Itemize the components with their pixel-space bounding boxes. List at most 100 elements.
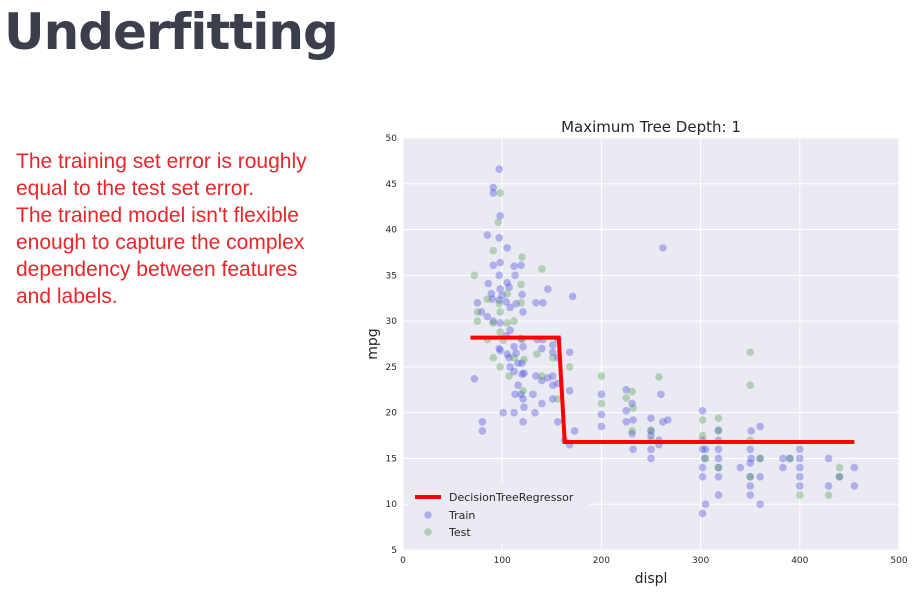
train-point: [502, 298, 510, 306]
legend-train-swatch: [424, 511, 432, 519]
test-point: [597, 372, 606, 380]
train-point: [478, 427, 487, 435]
train-point: [496, 212, 505, 220]
test-point: [701, 454, 710, 463]
body-line: The trained model isn't flexible: [16, 204, 299, 227]
train-point: [756, 422, 764, 431]
test-point: [824, 491, 833, 499]
test-point: [494, 218, 503, 227]
test-point: [503, 289, 511, 298]
test-point: [533, 350, 541, 358]
test-point: [746, 472, 754, 481]
test-point: [517, 280, 525, 289]
legend-box: [409, 484, 589, 544]
train-point: [510, 262, 518, 270]
train-point: [714, 491, 723, 499]
train-point: [506, 326, 514, 335]
train-point: [701, 445, 710, 454]
body-line: The training set error is roughly: [16, 150, 307, 173]
body-text: The training set error is roughly equal …: [16, 148, 366, 310]
train-point: [597, 422, 606, 431]
train-point: [511, 271, 519, 280]
train-point: [483, 312, 492, 321]
train-point: [597, 390, 606, 399]
y-tick-label: 45: [386, 180, 397, 190]
train-point: [496, 258, 505, 267]
train-point: [629, 416, 637, 424]
train-point: [622, 418, 630, 426]
y-tick-label: 30: [386, 317, 398, 327]
slide-title: Underfitting: [4, 3, 339, 61]
train-point: [519, 342, 527, 351]
train-point: [532, 372, 540, 380]
test-point: [496, 308, 505, 316]
train-point: [548, 381, 557, 390]
train-point: [824, 482, 833, 490]
train-point: [701, 500, 710, 509]
train-point: [489, 317, 498, 325]
test-point: [835, 463, 844, 472]
train-point: [532, 299, 540, 307]
train-point: [548, 372, 557, 380]
y-tick-label: 25: [386, 363, 397, 373]
y-tick-label: 50: [386, 134, 398, 144]
test-point: [495, 299, 504, 308]
x-tick-label: 300: [692, 556, 709, 566]
train-point: [746, 459, 754, 467]
test-point: [628, 427, 636, 435]
train-point: [519, 395, 527, 403]
train-point: [548, 341, 557, 349]
test-point: [756, 454, 764, 463]
train-point: [517, 390, 525, 399]
train-point: [714, 472, 723, 481]
test-point: [622, 394, 630, 402]
train-point: [796, 482, 804, 490]
train-points: [470, 165, 859, 518]
train-point: [796, 463, 804, 472]
test-point: [473, 308, 482, 316]
test-point: [698, 431, 707, 440]
train-point: [514, 381, 522, 390]
train-point: [647, 445, 655, 454]
test-point: [714, 427, 723, 435]
train-point: [548, 348, 557, 357]
test-point: [647, 426, 655, 434]
train-point: [736, 463, 745, 472]
y-tick-label: 20: [386, 409, 398, 419]
train-point: [487, 289, 496, 298]
plot-area: [403, 138, 899, 550]
train-point: [505, 283, 513, 292]
train-point: [499, 408, 507, 417]
train-point: [786, 454, 794, 463]
train-point: [747, 454, 755, 463]
test-point: [786, 454, 794, 463]
y-tick-label: 40: [386, 226, 398, 236]
train-point: [489, 261, 498, 270]
train-point: [756, 472, 764, 481]
test-point: [489, 246, 498, 255]
test-point: [548, 353, 557, 362]
y-tick-labels: 5 10 15 20 25 30 35 40 45 50: [386, 134, 398, 556]
train-point: [484, 279, 493, 288]
train-point: [496, 346, 505, 355]
x-tick-label: 400: [791, 556, 808, 566]
test-point: [746, 381, 754, 390]
train-point: [698, 463, 707, 472]
test-point: [628, 387, 636, 396]
train-point: [496, 285, 505, 293]
x-tick-labels: 0 100 200 300 400 500: [400, 556, 908, 566]
train-point: [489, 183, 498, 192]
train-point: [512, 299, 520, 308]
legend-label: DecisionTreeRegressor: [449, 491, 574, 504]
train-point: [519, 418, 527, 426]
train-point: [698, 407, 707, 415]
test-point: [510, 353, 518, 362]
test-point: [496, 189, 505, 197]
train-point: [495, 296, 504, 304]
train-point: [518, 359, 526, 368]
legend-label: Test: [448, 526, 471, 539]
train-point: [628, 399, 636, 408]
chart-title: Maximum Tree Depth: 1: [561, 118, 741, 136]
test-point: [473, 317, 482, 325]
train-point: [544, 285, 552, 293]
